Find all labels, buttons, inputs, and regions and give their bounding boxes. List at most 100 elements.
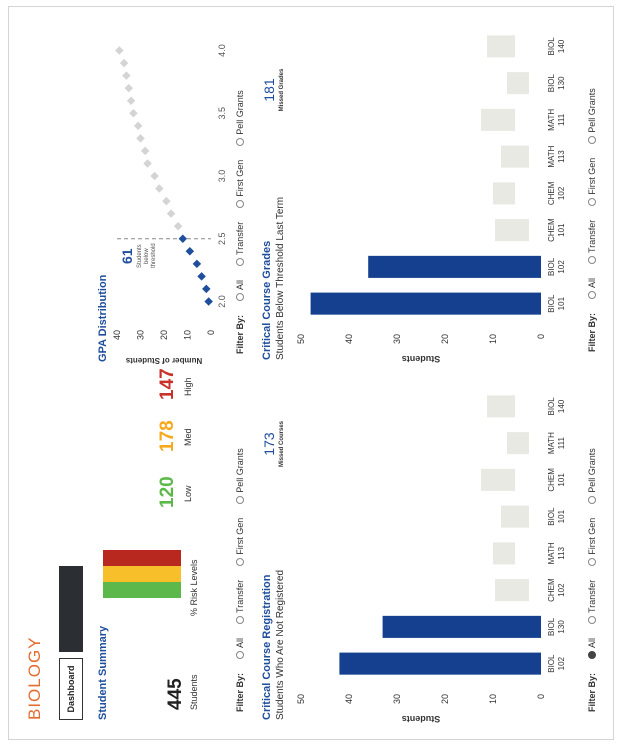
risk-levels-label: % Risk Levels	[189, 559, 199, 616]
point-above-threshold	[122, 71, 131, 80]
filter-transfer-label: Transfer	[235, 579, 245, 613]
filter-transfer-radio[interactable]: Transfer	[235, 580, 245, 624]
risk-bars	[103, 550, 181, 598]
x-tick-label: 2.0	[217, 295, 227, 308]
point-above-threshold	[126, 96, 136, 105]
bar-faded	[507, 72, 529, 95]
y-tick-label: 40	[344, 334, 354, 344]
filter-first-gen-radio[interactable]: First Gen	[235, 518, 245, 566]
y-tick-label: 0	[206, 330, 216, 335]
radio-icon	[236, 495, 244, 504]
radio-icon	[588, 290, 596, 299]
filter-all-radio[interactable]: All	[235, 280, 245, 301]
risk-bar-low	[103, 582, 181, 598]
bar-faded	[493, 182, 515, 205]
point-above-threshold	[143, 159, 152, 168]
x-tick-label: 113	[557, 546, 566, 559]
gpa-below-label-2: below	[144, 248, 150, 264]
bar-faded	[493, 542, 515, 565]
x-tick-label: 140	[557, 39, 566, 53]
radio-icon	[236, 137, 244, 146]
radio-icon	[588, 615, 596, 624]
filter-all-radio[interactable]: All	[587, 638, 597, 659]
filter-pell-label: Pell Grants	[235, 90, 245, 135]
filter-transfer-radio[interactable]: Transfer	[235, 222, 245, 266]
risk-high-label: High	[183, 377, 193, 396]
filter-all-label: All	[235, 637, 245, 648]
filter-all-radio[interactable]: All	[235, 638, 245, 659]
point-above-threshold	[115, 46, 124, 55]
x-tick-label: 102	[557, 656, 566, 670]
filter-transfer-label: Transfer	[587, 219, 597, 253]
app-title: BIOLOGY	[25, 636, 44, 720]
radio-icon	[588, 495, 596, 504]
point-above-threshold	[173, 221, 183, 231]
x-tick-label: BIOL	[547, 257, 556, 276]
y-axis-label: Number of Students	[125, 356, 202, 365]
x-tick-label: MATH	[547, 145, 556, 167]
tab-secondary[interactable]	[59, 566, 83, 652]
x-tick-label: 2.5	[217, 232, 227, 245]
students-count: 445	[165, 678, 186, 710]
dashboard-canvas: BIOLOGY Dashboard Student Summary 445 St…	[17, 14, 617, 734]
filter-transfer-radio[interactable]: Transfer	[587, 220, 597, 264]
filter-label: Filter By:	[587, 312, 597, 352]
gpa-below-label-1: Students	[137, 244, 143, 268]
bar-faded	[481, 108, 515, 131]
tab-dashboard[interactable]: Dashboard	[59, 658, 83, 720]
filter-first-gen-radio[interactable]: First Gen	[587, 158, 597, 206]
x-tick-label: CHEM	[547, 468, 556, 492]
filter-pell-radio[interactable]: Pell Grants	[235, 90, 245, 146]
radio-icon	[236, 199, 244, 208]
point-below-threshold	[192, 259, 202, 269]
x-tick-label: BIOL	[547, 397, 556, 416]
y-tick-label: 10	[183, 330, 193, 340]
x-tick-label: 4.0	[217, 44, 227, 57]
y-tick-label: 50	[296, 334, 306, 344]
point-above-threshold	[140, 146, 150, 156]
radio-selected-icon	[588, 650, 596, 659]
grades-title: Critical Course Grades	[261, 240, 273, 360]
radio-icon	[236, 650, 244, 659]
bar-faded	[487, 35, 515, 58]
bar-faded	[481, 468, 515, 491]
gpa-below-label-3: threshold	[151, 243, 157, 268]
filter-first-gen-label: First Gen	[235, 517, 245, 555]
x-tick-label: 113	[557, 150, 566, 163]
x-tick-label: 3.5	[217, 107, 227, 120]
filter-transfer-radio[interactable]: Transfer	[587, 580, 597, 624]
filter-pell-radio[interactable]: Pell Grants	[587, 88, 597, 144]
registration-missed-value: 173	[261, 432, 277, 456]
x-tick-label: MATH	[547, 542, 556, 564]
filter-pell-label: Pell Grants	[235, 448, 245, 493]
registration-subtitle: Students Who Are Not Registered	[275, 569, 286, 720]
filter-first-gen-radio[interactable]: First Gen	[235, 160, 245, 208]
grades-missed-label: Missed Grades	[279, 68, 285, 112]
filter-pell-radio[interactable]: Pell Grants	[587, 448, 597, 504]
registration-missed-label: Missed Courses	[279, 420, 285, 468]
filter-first-gen-radio[interactable]: First Gen	[587, 518, 597, 566]
grades-filter: Filter By: All Transfer First Gen Pell G…	[587, 88, 597, 352]
x-tick-label: 130	[557, 620, 566, 634]
filter-pell-radio[interactable]: Pell Grants	[235, 448, 245, 504]
point-above-threshold	[162, 196, 171, 206]
bar-faded	[507, 432, 529, 455]
y-tick-label: 30	[392, 694, 402, 704]
grades-subtitle: Students Below Threshold Last Term	[275, 196, 286, 360]
radio-icon	[588, 197, 596, 206]
bar	[368, 255, 541, 278]
filter-first-gen-label: First Gen	[587, 517, 597, 555]
filter-all-radio[interactable]: All	[587, 278, 597, 299]
point-above-threshold	[136, 134, 145, 143]
registration-title: Critical Course Registration	[261, 574, 273, 720]
x-tick-label: MATH	[547, 432, 556, 454]
filter-label: Filter By:	[235, 672, 245, 712]
point-below-threshold	[178, 234, 188, 243]
radio-icon	[588, 255, 596, 264]
y-tick-label: 50	[296, 694, 306, 704]
y-tick-label: 40	[112, 330, 122, 340]
bar-faded	[501, 145, 529, 168]
x-tick-label: BIOL	[547, 654, 556, 673]
